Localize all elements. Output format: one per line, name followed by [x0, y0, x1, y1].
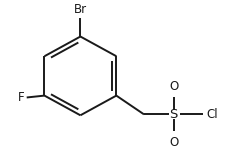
- Text: O: O: [168, 80, 178, 93]
- Text: F: F: [18, 91, 25, 104]
- Text: O: O: [168, 136, 178, 149]
- Text: Cl: Cl: [205, 108, 217, 121]
- Text: Br: Br: [74, 3, 87, 16]
- Text: S: S: [169, 108, 177, 121]
